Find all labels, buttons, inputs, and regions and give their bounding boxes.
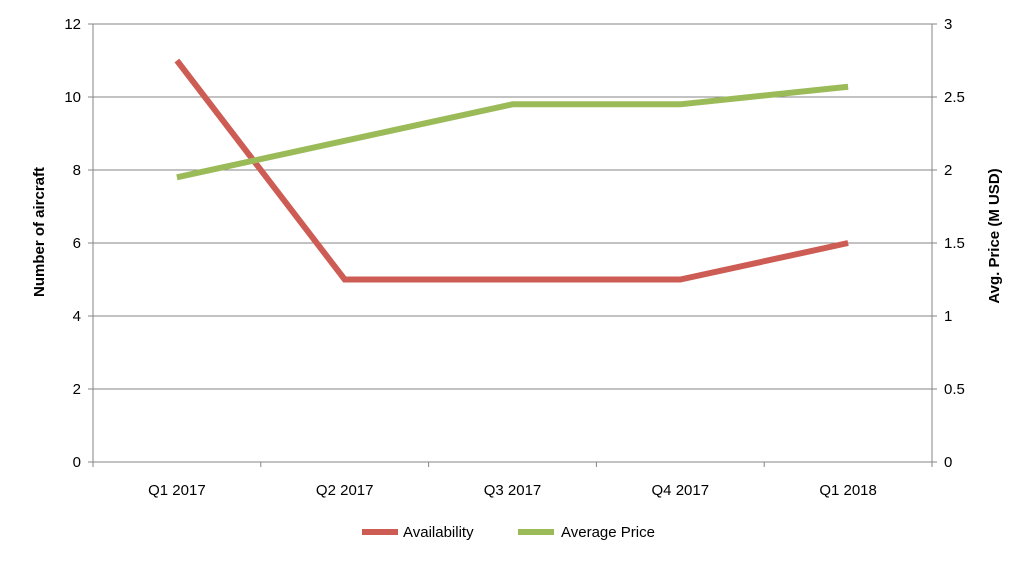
legend-label: Availability: [403, 524, 474, 541]
data-point: [677, 101, 683, 107]
left-tick-label: 2: [73, 381, 81, 398]
data-point: [510, 101, 516, 107]
x-axis-ticks: Q1 2017 Q2 2017 Q3 2017 Q4 2017 Q1 2018: [92, 462, 933, 499]
series-line-availability: [174, 58, 849, 283]
left-axis-title: Number of aircraft: [31, 167, 48, 297]
right-tick-label: 1: [944, 308, 952, 325]
x-tick-label: Q3 2017: [484, 482, 542, 499]
legend: Availability Average Price: [362, 524, 655, 541]
data-point: [845, 84, 851, 90]
left-tick-label: 4: [73, 308, 81, 325]
data-point: [677, 277, 683, 283]
left-axis-ticks: 0 2 4 6 8 10 12: [64, 16, 93, 471]
right-tick-label: 2.5: [944, 89, 965, 106]
data-point: [174, 174, 180, 180]
right-axis-ticks: 0 0.5 1 1.5 2 2.5 3: [932, 16, 965, 471]
series-line-average-price: [176, 83, 849, 181]
right-tick-label: 2: [944, 162, 952, 179]
x-tick-label: Q1 2017: [148, 482, 206, 499]
gridlines: [93, 23, 932, 463]
legend-label: Average Price: [561, 524, 655, 541]
x-tick-label: Q2 2017: [316, 482, 374, 499]
series-lines: [174, 58, 851, 283]
data-point: [510, 277, 516, 283]
right-tick-label: 0.5: [944, 381, 965, 398]
left-tick-label: 0: [73, 454, 81, 471]
data-point: [845, 240, 851, 246]
right-axis-title: Avg. Price (M USD): [986, 168, 1003, 303]
left-tick-label: 12: [64, 16, 81, 33]
data-point: [342, 277, 348, 283]
left-tick-label: 8: [73, 162, 81, 179]
right-tick-label: 1.5: [944, 235, 965, 252]
data-point: [342, 138, 348, 144]
data-point: [174, 58, 180, 64]
right-tick-label: 0: [944, 454, 952, 471]
left-tick-label: 10: [64, 89, 81, 106]
x-tick-label: Q4 2017: [652, 482, 710, 499]
right-tick-label: 3: [944, 16, 952, 33]
left-tick-label: 6: [73, 235, 81, 252]
x-tick-label: Q1 2018: [819, 482, 877, 499]
